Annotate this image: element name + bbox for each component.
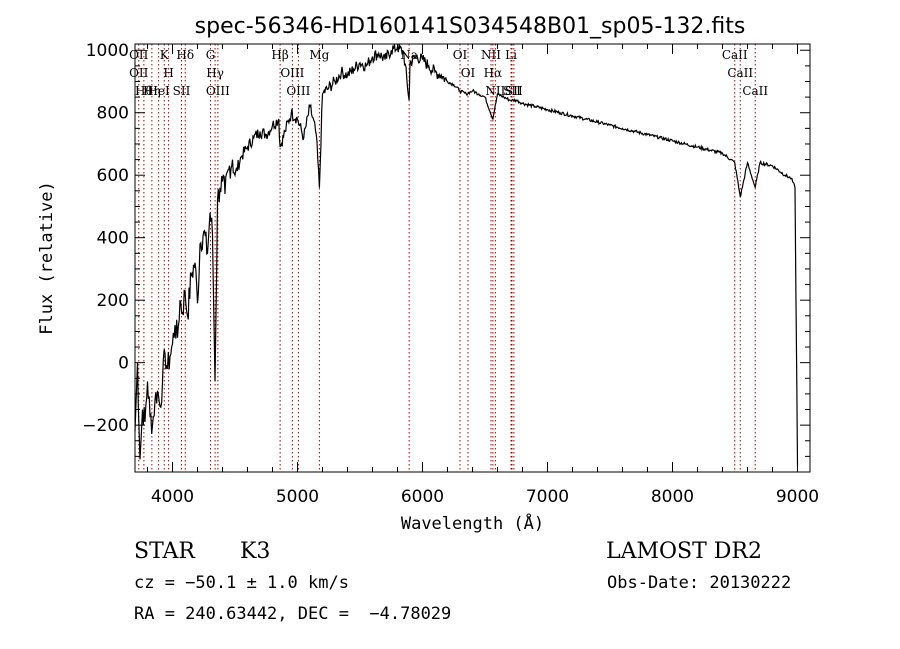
- x-tick-label-1: 5000: [276, 487, 319, 507]
- y-tick-label-3: 400: [97, 229, 129, 249]
- line-label-21-0: Li: [505, 48, 517, 62]
- redshift-label: cz = −50.1 ± 1.0 km/s: [134, 573, 349, 593]
- y-axis-label: Flux (relative): [37, 181, 57, 335]
- line-label-13-0: OIII: [286, 84, 310, 98]
- line-label-17-0: OI: [461, 66, 476, 80]
- line-label-18-0: NII: [481, 48, 501, 62]
- line-label-22-0: SII: [503, 84, 521, 98]
- x-tick-label-3: 7000: [526, 487, 569, 507]
- coordinates-label: RA = 240.63442, DEC = −4.78029: [134, 604, 452, 624]
- x-tick-label-2: 6000: [401, 487, 444, 507]
- x-tick-label-0: 4000: [151, 487, 194, 507]
- line-label-19-0: Hα: [484, 66, 503, 80]
- line-label-0-1: OII: [129, 66, 149, 80]
- line-label-26-0: CaII: [742, 84, 768, 98]
- line-label-7-0: Hδ: [176, 48, 194, 62]
- y-tick-label-6: 1000: [86, 41, 129, 61]
- survey-label: LAMOST DR2: [606, 539, 762, 564]
- chart-title: spec-56346-HD160141S034548B01_sp05-132.f…: [195, 14, 746, 39]
- line-label-6-0: SII: [173, 84, 191, 98]
- line-label-11-0: Hβ: [271, 48, 288, 62]
- spectrum-line: [134, 43, 799, 466]
- x-tick-label-5: 9000: [776, 487, 819, 507]
- line-label-10-0: OIII: [206, 84, 230, 98]
- obs-date-label: Obs-Date: 20130222: [607, 573, 792, 593]
- y-tick-label-5: 800: [97, 104, 129, 124]
- line-label-14-0: Mg: [309, 48, 329, 62]
- line-label-4-0: K: [160, 48, 170, 62]
- line-label-12-0: OIII: [280, 66, 304, 80]
- x-tick-label-4: 8000: [651, 487, 694, 507]
- object-subclass: K3: [240, 539, 271, 564]
- x-axis-label: Wavelength (Å): [401, 512, 544, 534]
- line-label-5-0: H: [163, 66, 173, 80]
- y-tick-label-4: 600: [97, 166, 129, 186]
- y-tick-label-2: 200: [97, 291, 129, 311]
- line-label-3-0: HeI: [147, 84, 170, 98]
- object-class: STAR: [134, 539, 195, 564]
- line-label-23-0: SII: [505, 84, 523, 98]
- line-label-8-0: G: [206, 48, 216, 62]
- line-label-2-0: Hη: [143, 84, 161, 98]
- plot-frame: [134, 43, 811, 473]
- line-label-25-0: CaII: [727, 66, 753, 80]
- line-label-24-0: CaII: [722, 48, 748, 62]
- y-tick-label-1: 0: [118, 354, 129, 374]
- line-label-0-0: OII: [129, 48, 149, 62]
- line-label-16-0: OI: [453, 48, 468, 62]
- y-tick-label-0: −200: [82, 416, 129, 436]
- line-label-9-0: Hγ: [206, 66, 224, 80]
- line-label-1-0: Hθ: [135, 84, 153, 98]
